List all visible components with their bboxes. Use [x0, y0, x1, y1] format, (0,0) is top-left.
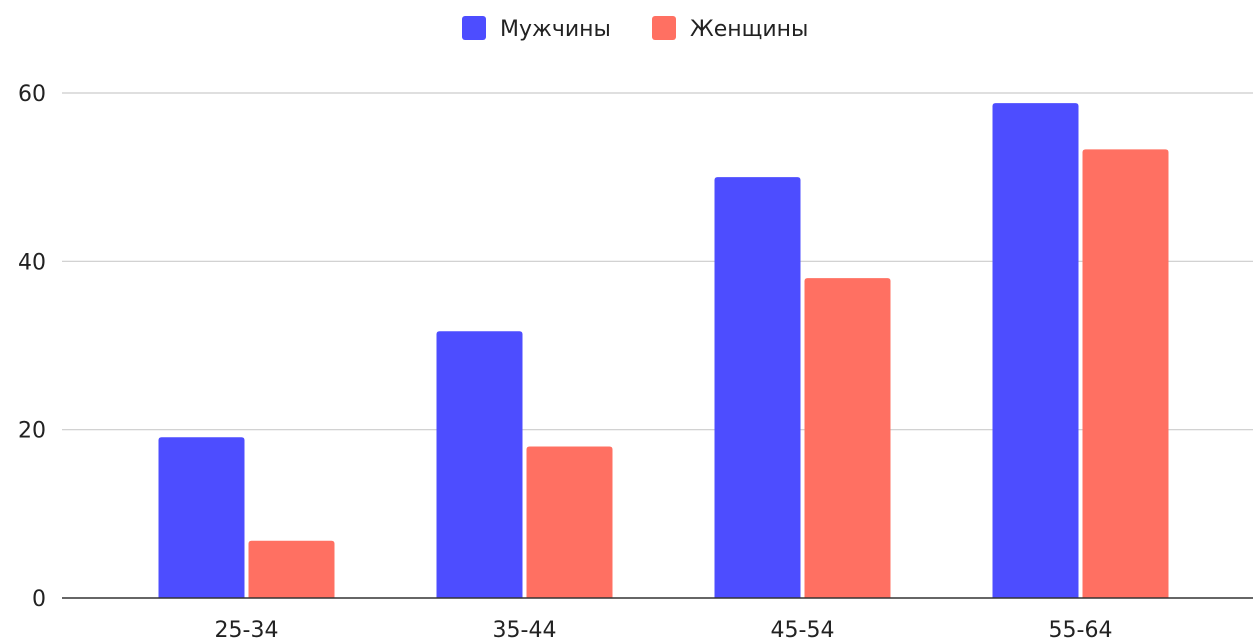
- y-tick-label: 60: [18, 82, 46, 107]
- bar-men-25-34: [158, 437, 245, 598]
- legend-label-men: Мужчины: [500, 17, 611, 42]
- bar-men-45-54: [714, 177, 801, 598]
- y-tick-label: 20: [18, 419, 46, 444]
- legend-swatch-women: [652, 16, 676, 40]
- legend: Мужчины Женщины: [462, 16, 808, 42]
- x-tick-label: 55-64: [1049, 618, 1113, 643]
- x-axis-ticks: 25-34 35-44 45-54 55-64: [215, 618, 1113, 643]
- legend-swatch-men: [462, 16, 486, 40]
- bar-women-35-44: [526, 446, 613, 598]
- legend-label-women: Женщины: [690, 17, 808, 42]
- bar-men-55-64: [992, 103, 1079, 598]
- bar-women-25-34: [248, 540, 335, 598]
- legend-item-women: Женщины: [652, 16, 808, 42]
- y-tick-label: 40: [18, 250, 46, 275]
- x-tick-label: 45-54: [771, 618, 835, 643]
- x-tick-label: 25-34: [215, 618, 279, 643]
- bar-men-35-44: [436, 331, 523, 598]
- y-tick-label: 0: [32, 587, 46, 612]
- y-axis-ticks: 0 20 40 60: [18, 82, 46, 612]
- legend-item-men: Мужчины: [462, 16, 611, 42]
- x-tick-label: 35-44: [493, 618, 557, 643]
- bars: [158, 103, 1169, 598]
- bar-women-55-64: [1082, 149, 1169, 598]
- bar-women-45-54: [804, 278, 891, 598]
